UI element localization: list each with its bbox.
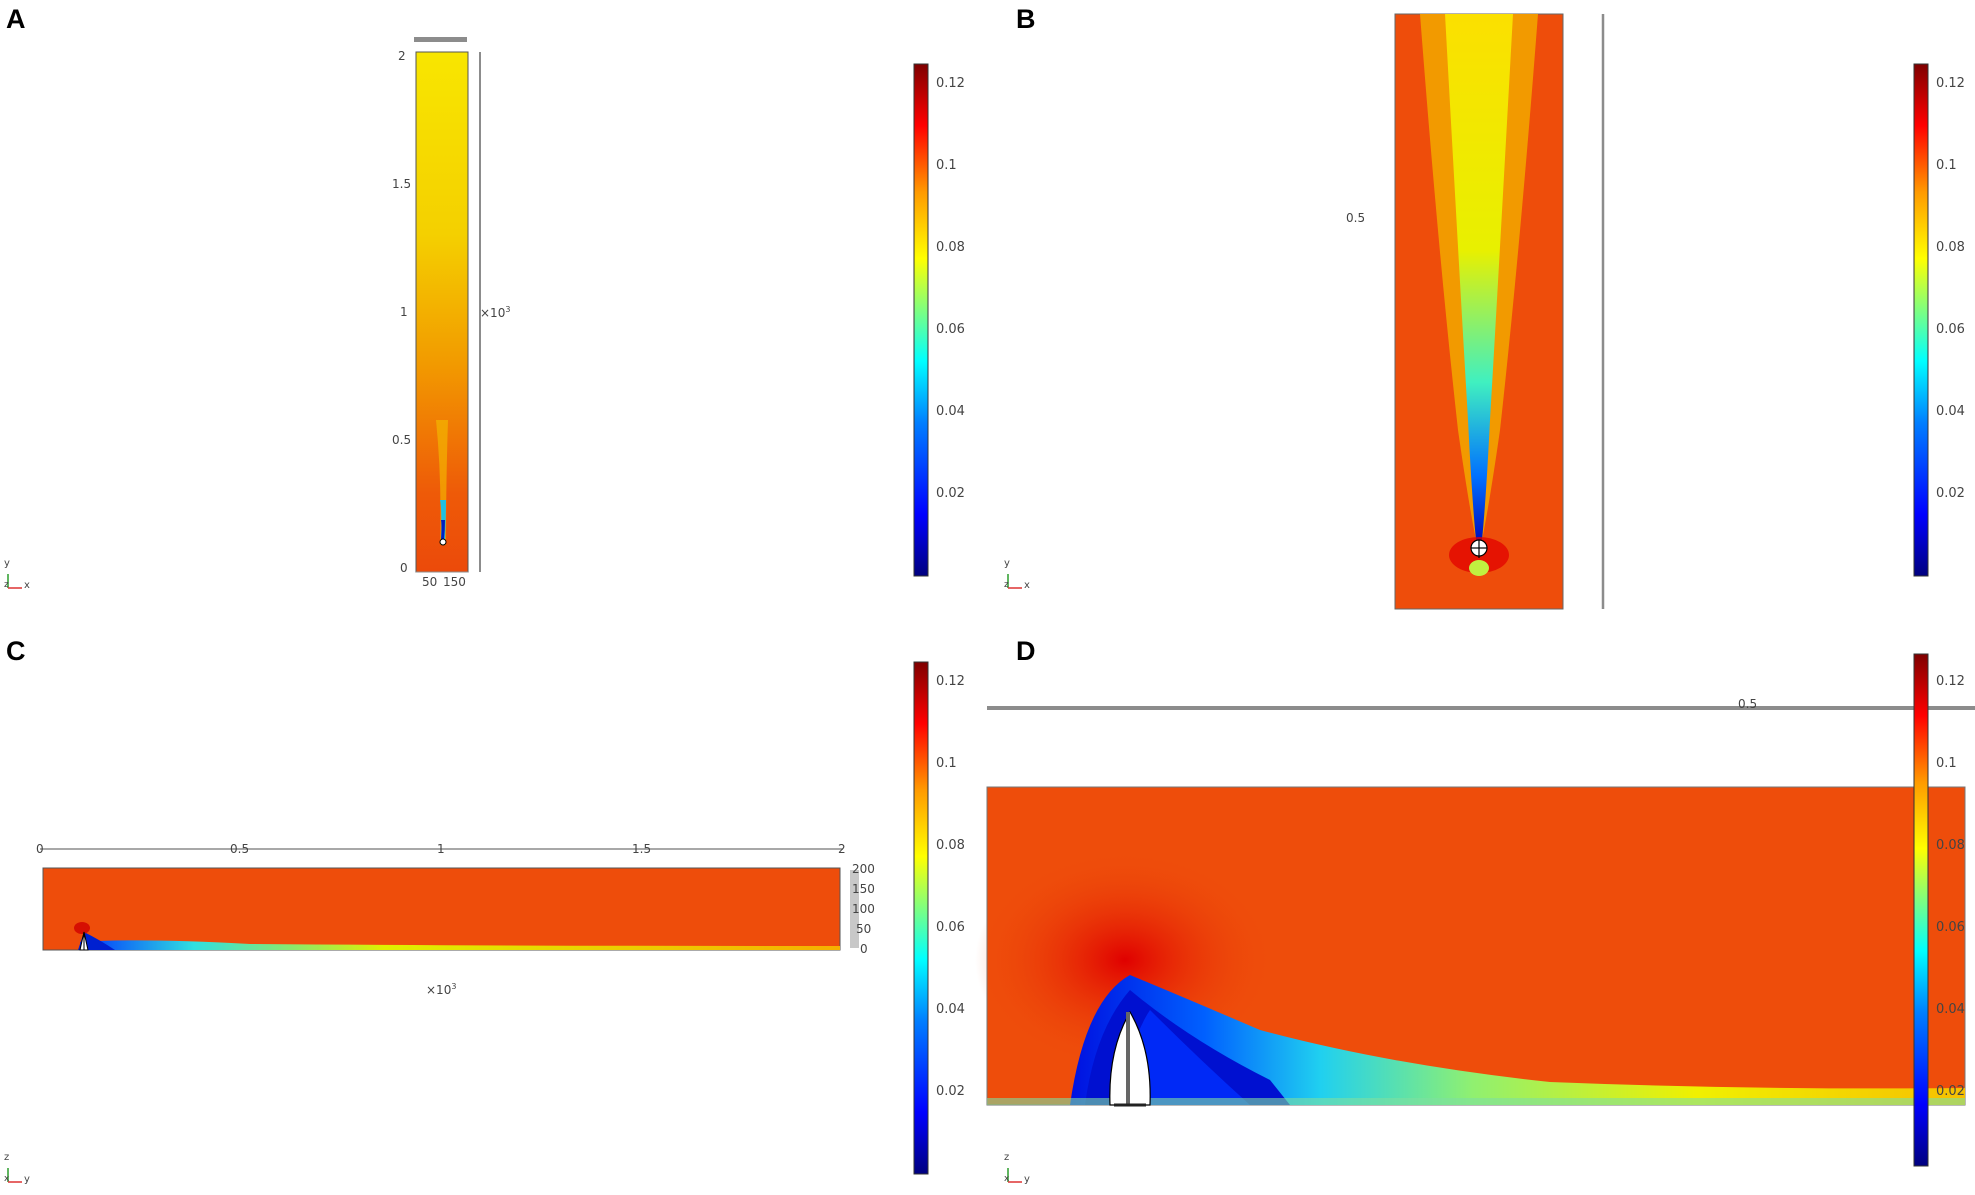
colorbar-tick: 0.1 — [936, 158, 957, 173]
panel-a-ytick: 1 — [400, 305, 408, 319]
triad-x-label: x — [4, 1174, 10, 1184]
triad-z-label: z — [4, 580, 9, 590]
panel-a-label: A — [6, 4, 26, 34]
colorbar-tick: 0.02 — [936, 1084, 965, 1099]
panel-b-label: B — [1016, 4, 1036, 34]
panel-d-plot — [975, 653, 1975, 1183]
panel-a: A 2 1.5 1 0.5 0 50 150 ×103 0.12 0.1 0.0… — [0, 0, 990, 600]
panel-a-exponent: ×103 — [480, 305, 511, 320]
colorbar-tick: 0.02 — [1936, 486, 1965, 501]
panel-c: C 0 0.5 1 1.5 2 200 150 100 50 0 ×103 0.… — [0, 620, 990, 1195]
triad-x-label: x — [24, 580, 30, 591]
panel-b-plot — [1007, 13, 1929, 610]
panel-a-xtick: 50 — [422, 575, 438, 589]
colorbar-tick: 0.02 — [936, 486, 965, 501]
panel-c-label: C — [6, 636, 26, 666]
panel-a-plot — [7, 37, 929, 589]
panel-d: D 0.5 0.12 0.1 0.08 0.06 0.04 0.02 z y x — [975, 620, 1975, 1195]
colorbar-tick: 0.02 — [1936, 1084, 1965, 1099]
panel-c-ztick: 0 — [860, 942, 868, 956]
triad-y-label: y — [4, 558, 10, 569]
panel-c-exponent: ×103 — [426, 982, 457, 997]
colorbar-tick: 0.08 — [936, 240, 965, 255]
colorbar-tick: 0.04 — [1936, 404, 1965, 419]
colorbar-tick: 0.04 — [1936, 1002, 1965, 1017]
colorbar-tick: 0.08 — [936, 838, 965, 853]
colorbar-tick: 0.04 — [936, 404, 965, 419]
panel-a-xtick: 150 — [443, 575, 466, 589]
triad-x-label: x — [1004, 1174, 1010, 1184]
panel-a-ytick: 1.5 — [392, 177, 412, 191]
colorbar-tick: 0.1 — [936, 756, 957, 771]
colorbar-tick: 0.06 — [1936, 322, 1965, 337]
triad-y-label: y — [1024, 1174, 1030, 1185]
colorbar-tick: 0.08 — [1936, 240, 1965, 255]
panel-a-ytick: 0.5 — [392, 433, 412, 447]
triad-z-label: z — [1004, 580, 1009, 590]
panel-c-xtick: 0.5 — [230, 842, 250, 856]
panel-d-scale-label: 0.5 — [1738, 697, 1758, 711]
colorbar-tick: 0.08 — [1936, 838, 1965, 853]
triad-z-label: z — [4, 1152, 10, 1163]
panel-c-xtick: 0 — [36, 842, 44, 856]
panel-b-scale-label: 0.5 — [1346, 211, 1366, 225]
panel-c-ztick: 200 — [852, 862, 875, 876]
triad-y-label: y — [1004, 558, 1010, 569]
panel-c-ztick: 50 — [856, 922, 872, 936]
panel-b: B 0.5 0.12 0.1 0.08 0.06 0.04 0.02 y x z — [990, 0, 1975, 620]
panel-c-ztick: 100 — [852, 902, 875, 916]
panel-c-xtick: 1.5 — [632, 842, 652, 856]
panel-c-xtick: 2 — [838, 842, 846, 856]
panel-a-ytick: 0 — [400, 561, 408, 575]
colorbar-tick: 0.12 — [936, 674, 965, 689]
colorbar-tick: 0.12 — [1936, 674, 1965, 689]
panel-d-label: D — [1016, 636, 1036, 666]
panel-c-ztick: 150 — [852, 882, 875, 896]
colorbar-tick: 0.06 — [936, 322, 965, 337]
colorbar-tick: 0.06 — [936, 920, 965, 935]
triad-z-label: z — [1004, 1152, 1010, 1163]
colorbar-tick: 0.06 — [1936, 920, 1965, 935]
colorbar-tick: 0.04 — [936, 1002, 965, 1017]
panel-c-xtick: 1 — [437, 842, 445, 856]
triad-y-label: y — [24, 1174, 30, 1185]
colorbar-tick: 0.12 — [936, 76, 965, 91]
triad-x-label: x — [1024, 580, 1030, 591]
colorbar-tick: 0.12 — [1936, 76, 1965, 91]
colorbar-tick: 0.1 — [1936, 756, 1957, 771]
panel-a-ytick: 2 — [398, 49, 406, 63]
panel-c-plot — [7, 661, 929, 1183]
colorbar-tick: 0.1 — [1936, 158, 1957, 173]
